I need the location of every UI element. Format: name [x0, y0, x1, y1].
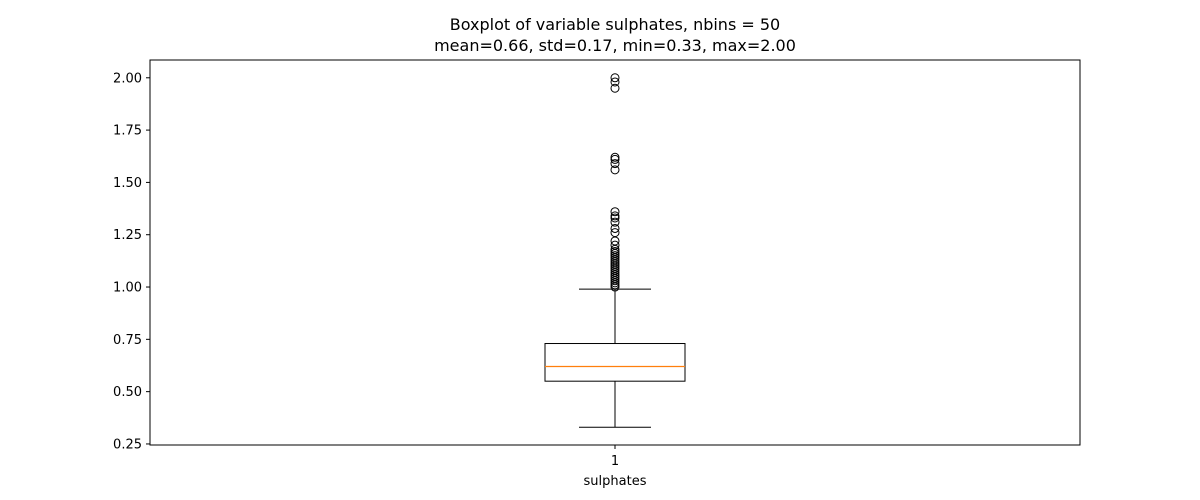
outlier-point	[610, 240, 620, 250]
chart-title: Boxplot of variable sulphates, nbins = 5…	[450, 15, 780, 34]
outlier-point	[610, 213, 620, 223]
y-tick-label: 1.25	[113, 228, 142, 243]
x-axis-label: sulphates	[584, 474, 647, 489]
y-tick-label: 0.50	[113, 385, 142, 400]
outlier-point	[610, 152, 620, 162]
outlier-point	[610, 223, 620, 233]
y-tick-label: 0.25	[113, 437, 142, 452]
interquartile-box	[544, 343, 686, 382]
outlier-point	[610, 165, 620, 175]
chart-subtitle: mean=0.66, std=0.17, min=0.33, max=2.00	[434, 36, 796, 55]
outlier-point	[610, 77, 620, 87]
y-axis: 0.25 0.50 0.75 1.00 1.25 1.50 1.75 2.00	[113, 71, 150, 452]
x-tick-label: 1	[611, 454, 619, 469]
y-tick-label: 1.75	[113, 124, 142, 139]
outlier-point	[610, 251, 620, 261]
outlier-point	[610, 159, 620, 169]
outlier-point	[610, 154, 620, 164]
y-tick-label: 0.75	[113, 333, 142, 348]
y-tick-label: 1.50	[113, 176, 142, 191]
outlier-point	[610, 207, 620, 217]
outlier-point	[610, 217, 620, 227]
outlier-group	[610, 73, 620, 292]
outlier-point	[610, 73, 620, 83]
outlier-point	[610, 83, 620, 93]
box-plot-group	[544, 288, 686, 428]
y-tick-label: 1.00	[113, 281, 142, 296]
x-axis: 1	[611, 445, 619, 469]
outlier-point	[610, 211, 620, 221]
outlier-point	[610, 228, 620, 238]
outlier-point	[610, 246, 620, 256]
y-tick-label: 2.00	[113, 71, 142, 86]
